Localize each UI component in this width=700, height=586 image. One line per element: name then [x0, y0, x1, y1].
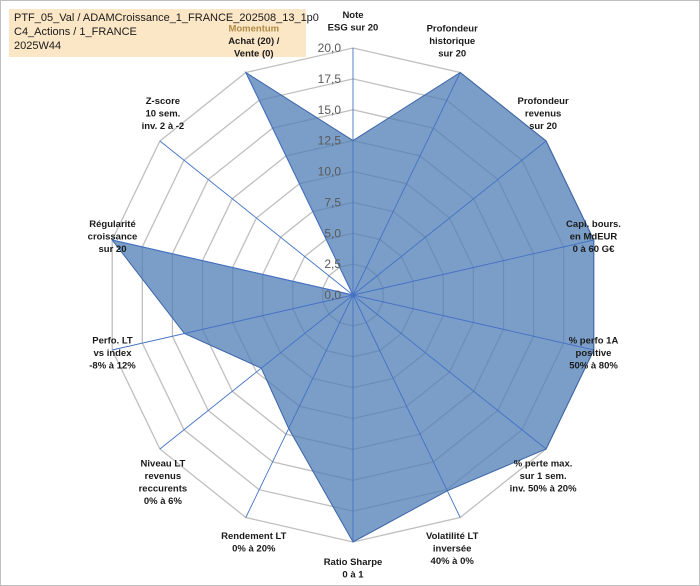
axis-label-line: Niveau LT	[141, 459, 186, 470]
axis-label-line: Achat (20) /	[228, 36, 280, 47]
axis-label-8: Rendement LT 0% à 20%	[221, 531, 286, 555]
radar-tick-labels: 0,0 2,5 5,0 7,5 10,0 12,5 15,0 17,5 20,0	[318, 41, 342, 302]
axis-label-0: Note ESG sur 20	[328, 10, 379, 34]
axis-label-line: positive	[576, 348, 612, 359]
tick-label: 7,5	[324, 195, 341, 209]
axis-label-line: croissance	[88, 232, 138, 243]
axis-label-line: Rendement LT	[221, 531, 286, 542]
axis-label-line: inv. 2 à -2	[142, 121, 185, 132]
axis-label-line: Momentum	[228, 23, 279, 34]
axis-label-line: 50% à 80%	[569, 360, 618, 371]
title-line-3: 2025W44	[14, 40, 62, 52]
axis-label-line: % perte max.	[514, 459, 573, 470]
tick-label: 0,0	[324, 288, 341, 302]
axis-label-line: Vente (0)	[234, 48, 274, 59]
title-box: PTF_05_Val / ADAMCroissance_1_FRANCE_202…	[9, 9, 319, 57]
axis-spoke-3	[352, 239, 594, 296]
tick-label: 10,0	[318, 165, 342, 179]
axis-label-line: Z-score	[146, 96, 180, 107]
axis-label-line: reccurents	[139, 484, 188, 495]
axis-label-13: Momentum Achat (20) /Vente (0)	[228, 23, 280, 59]
axis-label-line: sur 1 sem.	[520, 471, 567, 482]
axis-label-line: ESG sur 20	[328, 23, 379, 34]
axis-label-line: Régularité	[89, 219, 135, 230]
axis-spoke-10	[112, 294, 354, 351]
axis-label-line: inv. 50% à 20%	[510, 484, 577, 495]
axis-label-line: revenus	[145, 471, 181, 482]
axis-label-line: Profondeur	[517, 96, 568, 107]
axis-label-line: -8% à 12%	[89, 360, 136, 371]
axis-label-line: vs index	[93, 348, 132, 359]
axis-label-line: 0% à 20%	[232, 544, 276, 555]
axis-label-line: inversée	[433, 544, 472, 555]
axis-label-line: 40% à 0%	[431, 556, 475, 567]
axis-spoke-5	[352, 294, 547, 450]
axis-label-line: sur 20	[438, 48, 466, 59]
axis-label-line: Capi. bours.	[566, 219, 621, 230]
axis-label-7: Ratio Sharpe 0 à 1	[324, 557, 383, 581]
axis-label-line: historique	[429, 36, 475, 47]
axis-label-line: Perfo. LT	[92, 335, 133, 346]
axis-label-line: Profondeur	[427, 23, 478, 34]
axis-label-line: 0 à 60 G€	[573, 244, 615, 255]
axis-label-line: sur 20	[529, 121, 557, 132]
axis-spoke-6	[352, 294, 461, 518]
axis-label-line: Volatilité LT	[426, 531, 479, 542]
axis-label-line: Ratio Sharpe	[324, 557, 383, 568]
axis-label-line: en MdEUR	[570, 232, 618, 243]
axis-spoke-2	[352, 140, 547, 296]
axis-label-line: Note	[342, 10, 363, 21]
radar-spokes	[112, 48, 594, 542]
axis-label-5: % perte max.sur 1 sem. inv. 50% à 20%	[510, 459, 577, 495]
axis-label-line: % perfo 1A	[569, 335, 619, 346]
title-line-1: PTF_05_Val / ADAMCroissance_1_FRANCE_202…	[14, 12, 319, 24]
tick-label: 20,0	[318, 41, 342, 55]
axis-label-line: 10 sem.	[145, 108, 180, 119]
axis-label-line: 0% à 6%	[144, 496, 183, 507]
axis-spoke-4	[352, 294, 594, 351]
tick-label: 17,5	[318, 72, 342, 86]
axis-label-line: sur 20	[99, 244, 127, 255]
tick-label: 5,0	[324, 226, 341, 240]
axis-spoke-13	[245, 72, 354, 296]
axis-spoke-8	[245, 294, 354, 518]
tick-label: 2,5	[324, 257, 341, 271]
axis-label-line: revenus	[525, 108, 561, 119]
axis-label-10: Perfo. LT vs index-8% à 12%	[89, 335, 136, 371]
title-line-2: C4_Actions / 1_FRANCE	[14, 26, 137, 38]
axis-spoke-11	[112, 239, 354, 296]
tick-label: 15,0	[318, 103, 342, 117]
axis-spoke-9	[159, 294, 354, 450]
axis-label-line: 0 à 1	[342, 570, 364, 581]
axis-spoke-1	[352, 72, 461, 296]
axis-spoke-12	[159, 140, 354, 296]
tick-label: 12,5	[318, 134, 342, 148]
